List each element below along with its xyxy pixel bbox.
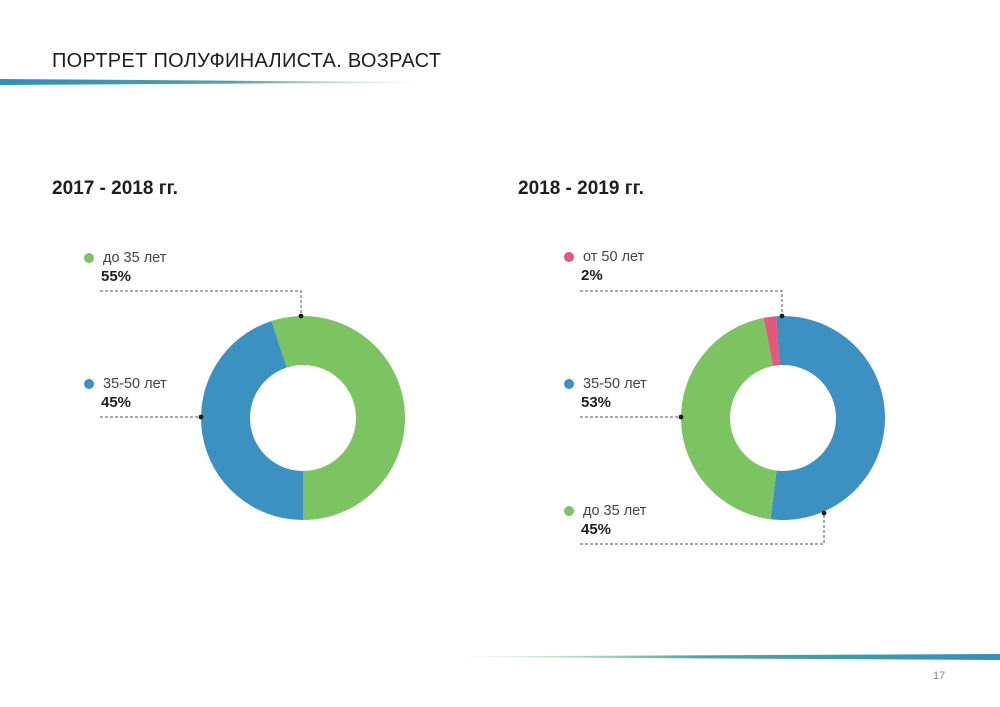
legend-dot-green (564, 506, 574, 516)
chart-title-2018-2019: 2018 - 2019 гг. (518, 178, 644, 199)
donut-slice-2017-35-50 (200, 320, 303, 520)
slice-under-35-2017-leader-line (100, 290, 302, 316)
legend-value: 55% (101, 268, 132, 285)
slice-under-35-2017-leader-dot (298, 313, 304, 319)
legend-value: 45% (581, 521, 612, 538)
legend-item-over-50-2018: от 50 лет 2% (564, 249, 724, 284)
top-gradient-rule (0, 79, 420, 85)
slice-under-35-2018-leader-dot (821, 510, 827, 516)
legend-item-35-50-2018: 35-50 лет 53% (564, 376, 724, 411)
legend-label: до 35 лет (583, 503, 647, 519)
legend-dot-green (84, 253, 94, 263)
slice-under-35-2018-leader-line (580, 513, 825, 545)
page-title: ПОРТРЕТ ПОЛУФИНАЛИСТА. ВОЗРАСТ (52, 50, 442, 72)
legend-label: от 50 лет (583, 249, 645, 265)
legend-label: 35-50 лет (103, 376, 167, 392)
legend-value: 45% (101, 394, 132, 411)
legend-label: 35-50 лет (583, 376, 647, 392)
legend-dot-blue (564, 379, 574, 389)
slice-35-50-2017-leader-dot (198, 414, 204, 420)
legend-dot-blue (84, 379, 94, 389)
legend-item-35-50-2017: 35-50 лет 45% (84, 376, 244, 411)
legend-item-under-35-2018: до 35 лет 45% (564, 503, 724, 538)
donut-slice-2018-under-35 (681, 317, 777, 520)
donut-slice-2018-over-50 (763, 316, 780, 366)
legend-label: до 35 лет (103, 250, 167, 266)
donut-slice-2017-under-35 (271, 316, 405, 520)
donut-slice-2018-35-50 (770, 316, 886, 520)
chart-title-2017-2018: 2017 - 2018 гг. (52, 178, 178, 199)
legend-item-under-35-2017: до 35 лет 55% (84, 250, 244, 285)
slice-over-50-2018-leader-line (580, 290, 783, 316)
legend-dot-pink (564, 252, 574, 262)
slice-over-50-2018-leader-dot (779, 313, 785, 319)
bottom-gradient-rule (455, 654, 1000, 660)
slice-35-50-2018-leader-dot (678, 414, 684, 420)
legend-value: 53% (581, 394, 612, 411)
legend-value: 2% (581, 267, 603, 284)
page-number: 17 (933, 670, 946, 682)
